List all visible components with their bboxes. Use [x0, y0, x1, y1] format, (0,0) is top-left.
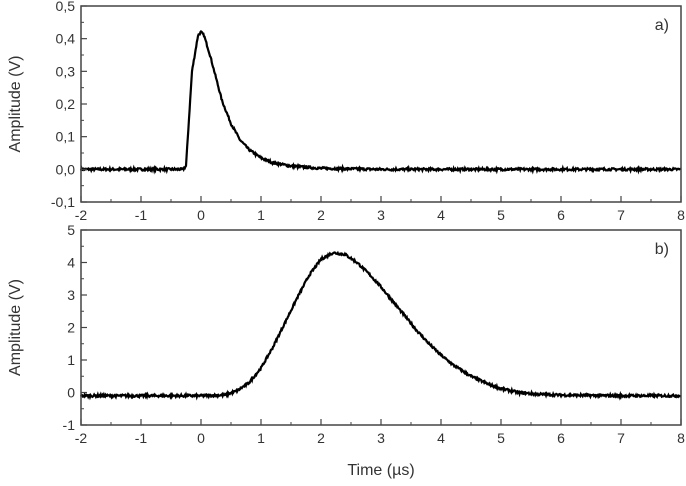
y-tick-label: 3: [67, 287, 75, 303]
y-tick-label: 0,0: [56, 161, 76, 177]
x-tick-label: 3: [377, 207, 385, 223]
y-axis-label: Amplitude (V): [7, 279, 24, 376]
series-line-a: [79, 29, 682, 175]
y-tick-label: 5: [67, 222, 75, 238]
panel-label: a): [655, 17, 669, 34]
x-tick-label: -1: [135, 207, 148, 223]
x-tick-label: -2: [75, 430, 88, 446]
x-tick-label: 1: [257, 430, 265, 446]
x-tick-label: 2: [317, 430, 325, 446]
x-tick-label: 7: [617, 207, 625, 223]
series-line-b: [79, 250, 682, 401]
x-tick-label: 1: [257, 207, 265, 223]
x-tick-label: 0: [197, 207, 205, 223]
y-tick-label: 1: [67, 352, 75, 368]
x-tick-label: -1: [135, 430, 148, 446]
y-tick-label: 4: [67, 255, 75, 271]
y-axis-label: Amplitude (V): [7, 56, 24, 153]
panel-label: b): [655, 241, 669, 258]
x-tick-label: 8: [677, 430, 685, 446]
y-tick-label: 0,1: [56, 129, 76, 145]
x-tick-label: 4: [437, 207, 445, 223]
y-tick-label: 0,4: [56, 31, 76, 47]
x-tick-label: 6: [557, 430, 565, 446]
plot-frame-a: [80, 5, 682, 203]
y-tick-label: 2: [67, 320, 75, 336]
y-tick-label: 0: [67, 385, 75, 401]
x-tick-label: 5: [497, 207, 505, 223]
x-tick-label: 3: [377, 430, 385, 446]
x-tick-label: 0: [197, 430, 205, 446]
y-tick-label: -0,1: [51, 194, 75, 210]
x-tick-label: 6: [557, 207, 565, 223]
x-tick-label: 8: [677, 207, 685, 223]
y-tick-label: 0,5: [56, 0, 76, 14]
x-tick-label: 7: [617, 430, 625, 446]
x-tick-label: 2: [317, 207, 325, 223]
y-tick-label: 0,3: [56, 63, 76, 79]
x-tick-label: 5: [497, 430, 505, 446]
y-tick-label: -1: [63, 417, 76, 433]
x-axis-label: Time (µs): [347, 462, 414, 479]
y-tick-label: 0,2: [56, 96, 76, 112]
x-tick-label: 4: [437, 430, 445, 446]
x-tick-label: -2: [75, 207, 88, 223]
